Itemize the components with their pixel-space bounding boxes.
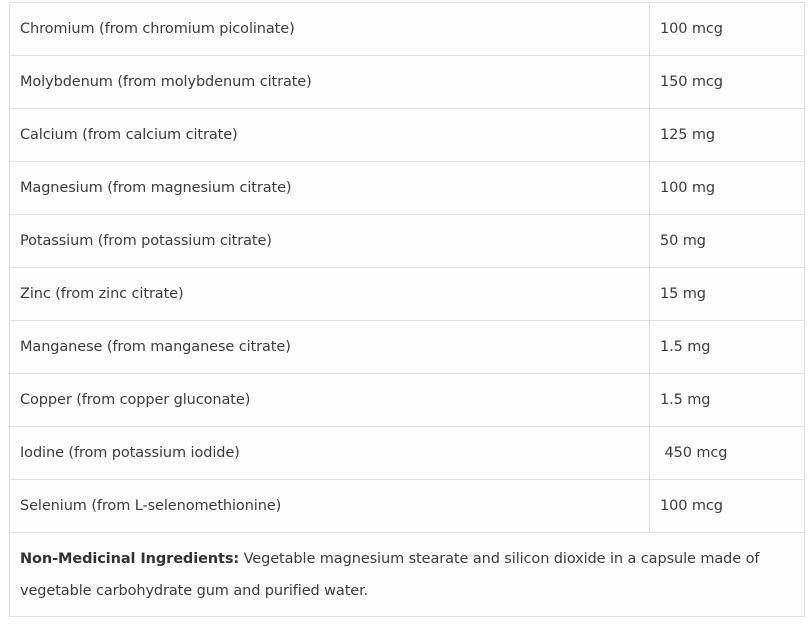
- amount-cell: 125 mg: [649, 108, 805, 162]
- non-medicinal-text: Vegetable magnesium stearate and silicon…: [20, 550, 760, 599]
- table-row: Selenium (from L-selenomethionine) 100 mc…: [9, 479, 805, 533]
- ingredient-cell: Calcium (from calcium citrate): [9, 108, 650, 162]
- ingredient-cell: Zinc (from zinc citrate): [9, 267, 650, 321]
- amount-cell: 100 mg: [649, 161, 805, 215]
- amount-cell: 15 mg: [649, 267, 805, 321]
- ingredient-cell: Selenium (from L-selenomethionine): [9, 479, 650, 533]
- amount-cell: 100 mcg: [649, 479, 805, 533]
- amount-cell: 100 mcg: [649, 2, 805, 56]
- table-row: Manganese (from manganese citrate) 1.5 mg: [9, 320, 805, 374]
- table-row: Chromium (from chromium picolinate) 100 m…: [9, 2, 805, 56]
- ingredient-cell: Iodine (from potassium iodide): [9, 426, 650, 480]
- ingredient-cell: Magnesium (from magnesium citrate): [9, 161, 650, 215]
- ingredient-cell: Chromium (from chromium picolinate): [9, 2, 650, 56]
- table-row: Copper (from copper gluconate) 1.5 mg: [9, 373, 805, 427]
- ingredients-table: Chromium (from chromium picolinate) 100 m…: [9, 2, 805, 617]
- table-row: Magnesium (from magnesium citrate) 100 mg: [9, 161, 805, 215]
- non-medicinal-row: Non-Medicinal Ingredients: Vegetable mag…: [9, 532, 805, 617]
- table-row: Calcium (from calcium citrate) 125 mg: [9, 108, 805, 162]
- ingredient-cell: Molybdenum (from molybdenum citrate): [9, 55, 650, 109]
- non-medicinal-label: Non-Medicinal Ingredients:: [20, 550, 240, 567]
- ingredient-cell: Copper (from copper gluconate): [9, 373, 650, 427]
- ingredient-cell: Manganese (from manganese citrate): [9, 320, 650, 374]
- amount-cell: 150 mcg: [649, 55, 805, 109]
- non-medicinal-cell: Non-Medicinal Ingredients: Vegetable mag…: [9, 532, 805, 617]
- table-row: Potassium (from potassium citrate) 50 mg: [9, 214, 805, 268]
- amount-cell: 1.5 mg: [649, 373, 805, 427]
- amount-cell: 1.5 mg: [649, 320, 805, 374]
- table-row: Molybdenum (from molybdenum citrate) 150 …: [9, 55, 805, 109]
- table-row: Zinc (from zinc citrate) 15 mg: [9, 267, 805, 321]
- amount-cell: 50 mg: [649, 214, 805, 268]
- ingredient-cell: Potassium (from potassium citrate): [9, 214, 650, 268]
- table-row: Iodine (from potassium iodide) 450 mcg: [9, 426, 805, 480]
- amount-cell: 450 mcg: [649, 426, 805, 480]
